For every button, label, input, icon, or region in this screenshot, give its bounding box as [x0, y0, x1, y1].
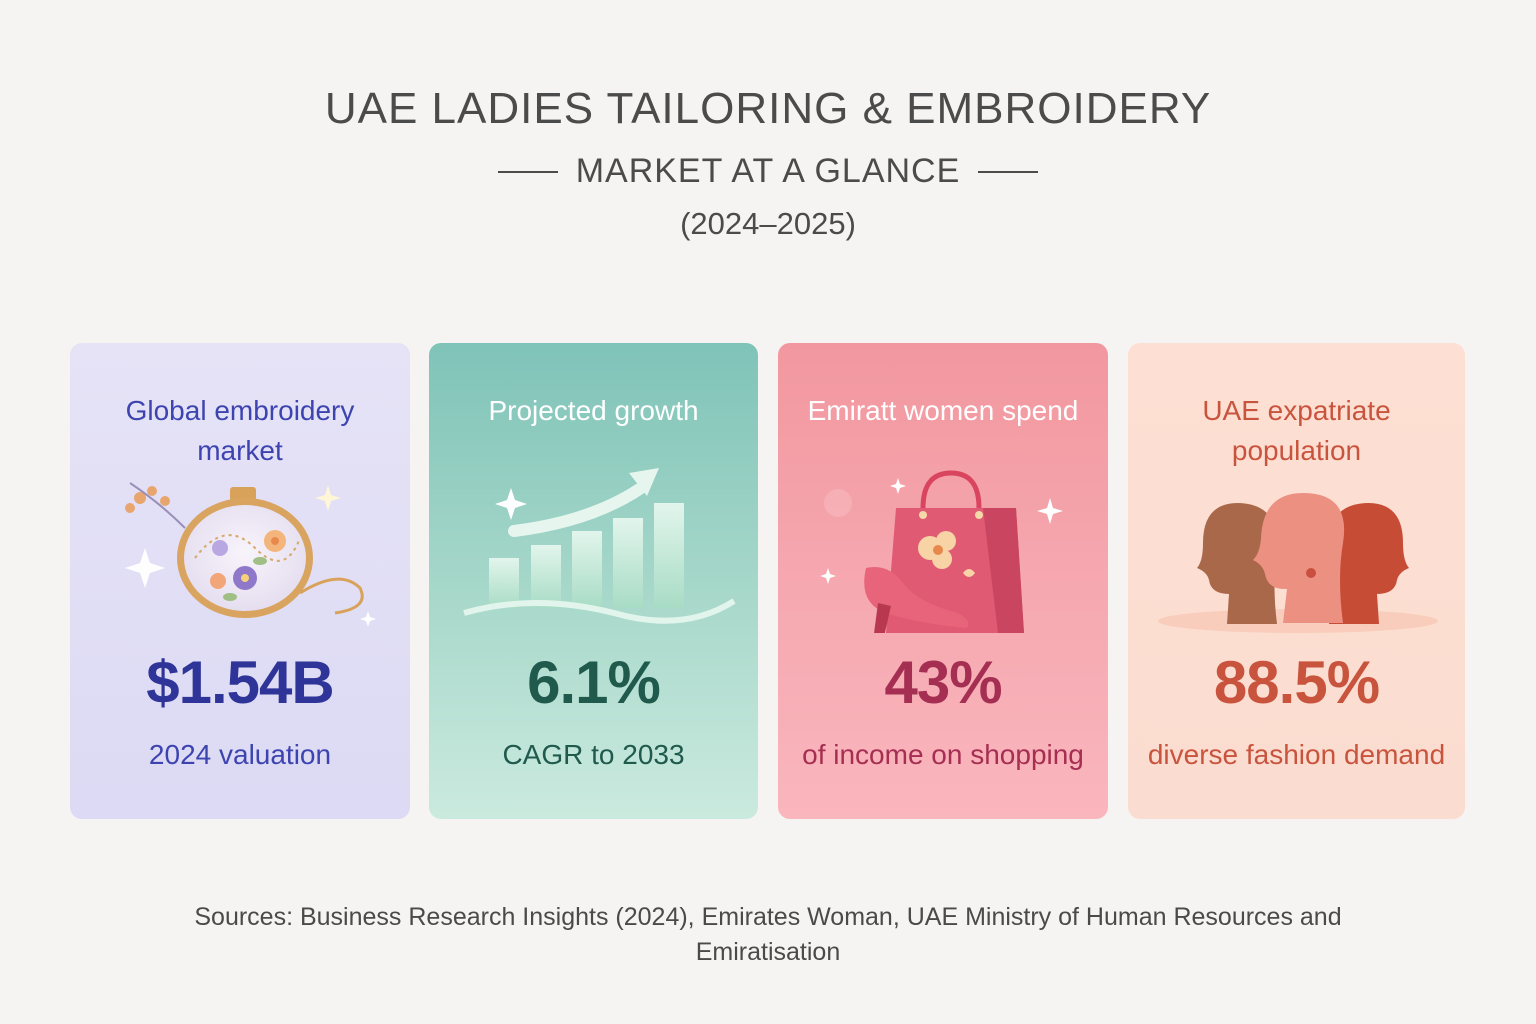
growth-chart-icon [463, 468, 736, 624]
card-label: UAE expatriate population [1202, 395, 1391, 466]
shopping-bag-heel-icon [820, 470, 1063, 633]
card-label: Global embroidery market [125, 395, 355, 466]
card-emirati-spending: Emiratt women spend 43% of income on sho… [778, 343, 1108, 819]
card-value: 88.5% [1213, 649, 1380, 716]
card-caption: of income on shopping [802, 739, 1084, 770]
subtitle-rule-right [978, 170, 1039, 173]
women-profiles-icon [1158, 493, 1438, 633]
card-value: 6.1% [527, 649, 661, 716]
card-value: 43% [884, 649, 1002, 716]
card-expatriate-population: UAE expatriate population 88.5% diverse … [1128, 343, 1465, 819]
card-embroidery-market: Global embroidery market [70, 343, 410, 819]
card-label: Emiratt women spend [807, 395, 1079, 426]
page-subtitle: MARKET AT A GLANCE [575, 152, 961, 190]
sources-note: Sources: Business Research Insights (202… [194, 903, 1342, 966]
embroidery-hoop-icon [125, 482, 376, 627]
page-title: UAE LADIES TAILORING & EMBROIDERY [324, 84, 1212, 133]
card-label: Projected growth [488, 395, 699, 426]
card-value: $1.54B [146, 649, 334, 716]
subtitle-row: MARKET AT A GLANCE [0, 152, 1536, 191]
card-projected-growth: Projected growth 6.1% CAGR to 2033 [429, 343, 758, 819]
card-caption: CAGR to 2033 [502, 739, 685, 770]
card-caption: 2024 valuation [148, 739, 332, 770]
subtitle-rule-left [497, 170, 558, 173]
card-caption: diverse fashion demand [1147, 739, 1446, 770]
year-range: (2024–2025) [680, 206, 856, 241]
